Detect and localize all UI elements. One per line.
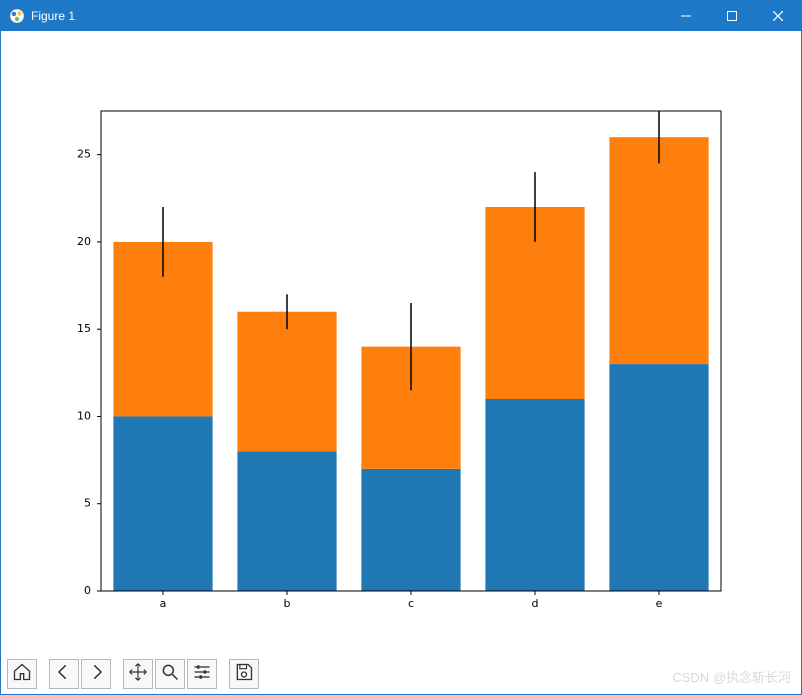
save-button[interactable] <box>229 659 259 689</box>
back-button[interactable] <box>49 659 79 689</box>
window-title: Figure 1 <box>31 9 75 23</box>
bar-top <box>609 137 708 364</box>
config-button[interactable] <box>187 659 217 689</box>
bar-bottom <box>113 416 212 591</box>
back-icon <box>54 662 74 687</box>
forward-button[interactable] <box>81 659 111 689</box>
forward-icon <box>86 662 106 687</box>
titlebar: Figure 1 <box>1 1 801 31</box>
x-tick-label: c <box>408 597 414 610</box>
figure-canvas: 0 5 10 15 20 25 a b c d e <box>1 31 801 654</box>
app-icon <box>9 8 25 24</box>
zoom-icon <box>160 662 180 687</box>
y-tick-label: 10 <box>77 409 91 422</box>
y-tick-label: 5 <box>84 497 91 510</box>
y-tick-label: 20 <box>77 235 91 248</box>
pan-icon <box>128 662 148 687</box>
y-tick-label: 0 <box>84 584 91 597</box>
x-tick-label: a <box>160 597 167 610</box>
close-button[interactable] <box>755 1 801 31</box>
home-button[interactable] <box>7 659 37 689</box>
y-tick-label: 25 <box>77 148 91 161</box>
x-tick-label: e <box>656 597 663 610</box>
home-icon <box>12 662 32 687</box>
minimize-button[interactable] <box>663 1 709 31</box>
watermark-text: CSDN @执念斩长河 <box>672 667 791 686</box>
zoom-button[interactable] <box>155 659 185 689</box>
config-icon <box>192 662 212 687</box>
bar-bottom <box>609 364 708 591</box>
bar-bottom <box>485 399 584 591</box>
bar-bottom <box>237 451 336 591</box>
save-icon <box>234 662 254 687</box>
maximize-button[interactable] <box>709 1 755 31</box>
bar-bottom <box>361 469 460 591</box>
pan-button[interactable] <box>123 659 153 689</box>
figure-window: Figure 1 0 5 10 15 20 25 a b c d e CSDN @执念斩长河 <box>0 0 802 695</box>
y-tick-label: 15 <box>77 322 91 335</box>
x-tick-label: b <box>284 597 291 610</box>
chart-svg: 0 5 10 15 20 25 a b c d e <box>1 31 801 654</box>
navigation-toolbar: CSDN @执念斩长河 <box>1 654 801 694</box>
x-tick-label: d <box>532 597 539 610</box>
bar-top <box>237 312 336 452</box>
